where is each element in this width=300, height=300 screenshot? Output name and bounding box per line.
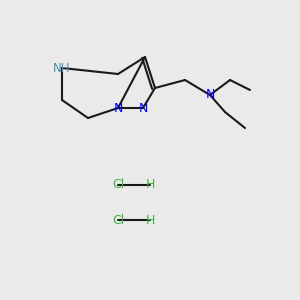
Text: N: N [205,88,215,101]
Text: N: N [113,101,123,115]
Text: Cl: Cl [112,178,124,191]
Text: NH: NH [53,61,71,74]
Text: N: N [138,101,148,115]
Text: H: H [145,178,155,191]
Text: H: H [145,214,155,226]
Text: Cl: Cl [112,214,124,226]
